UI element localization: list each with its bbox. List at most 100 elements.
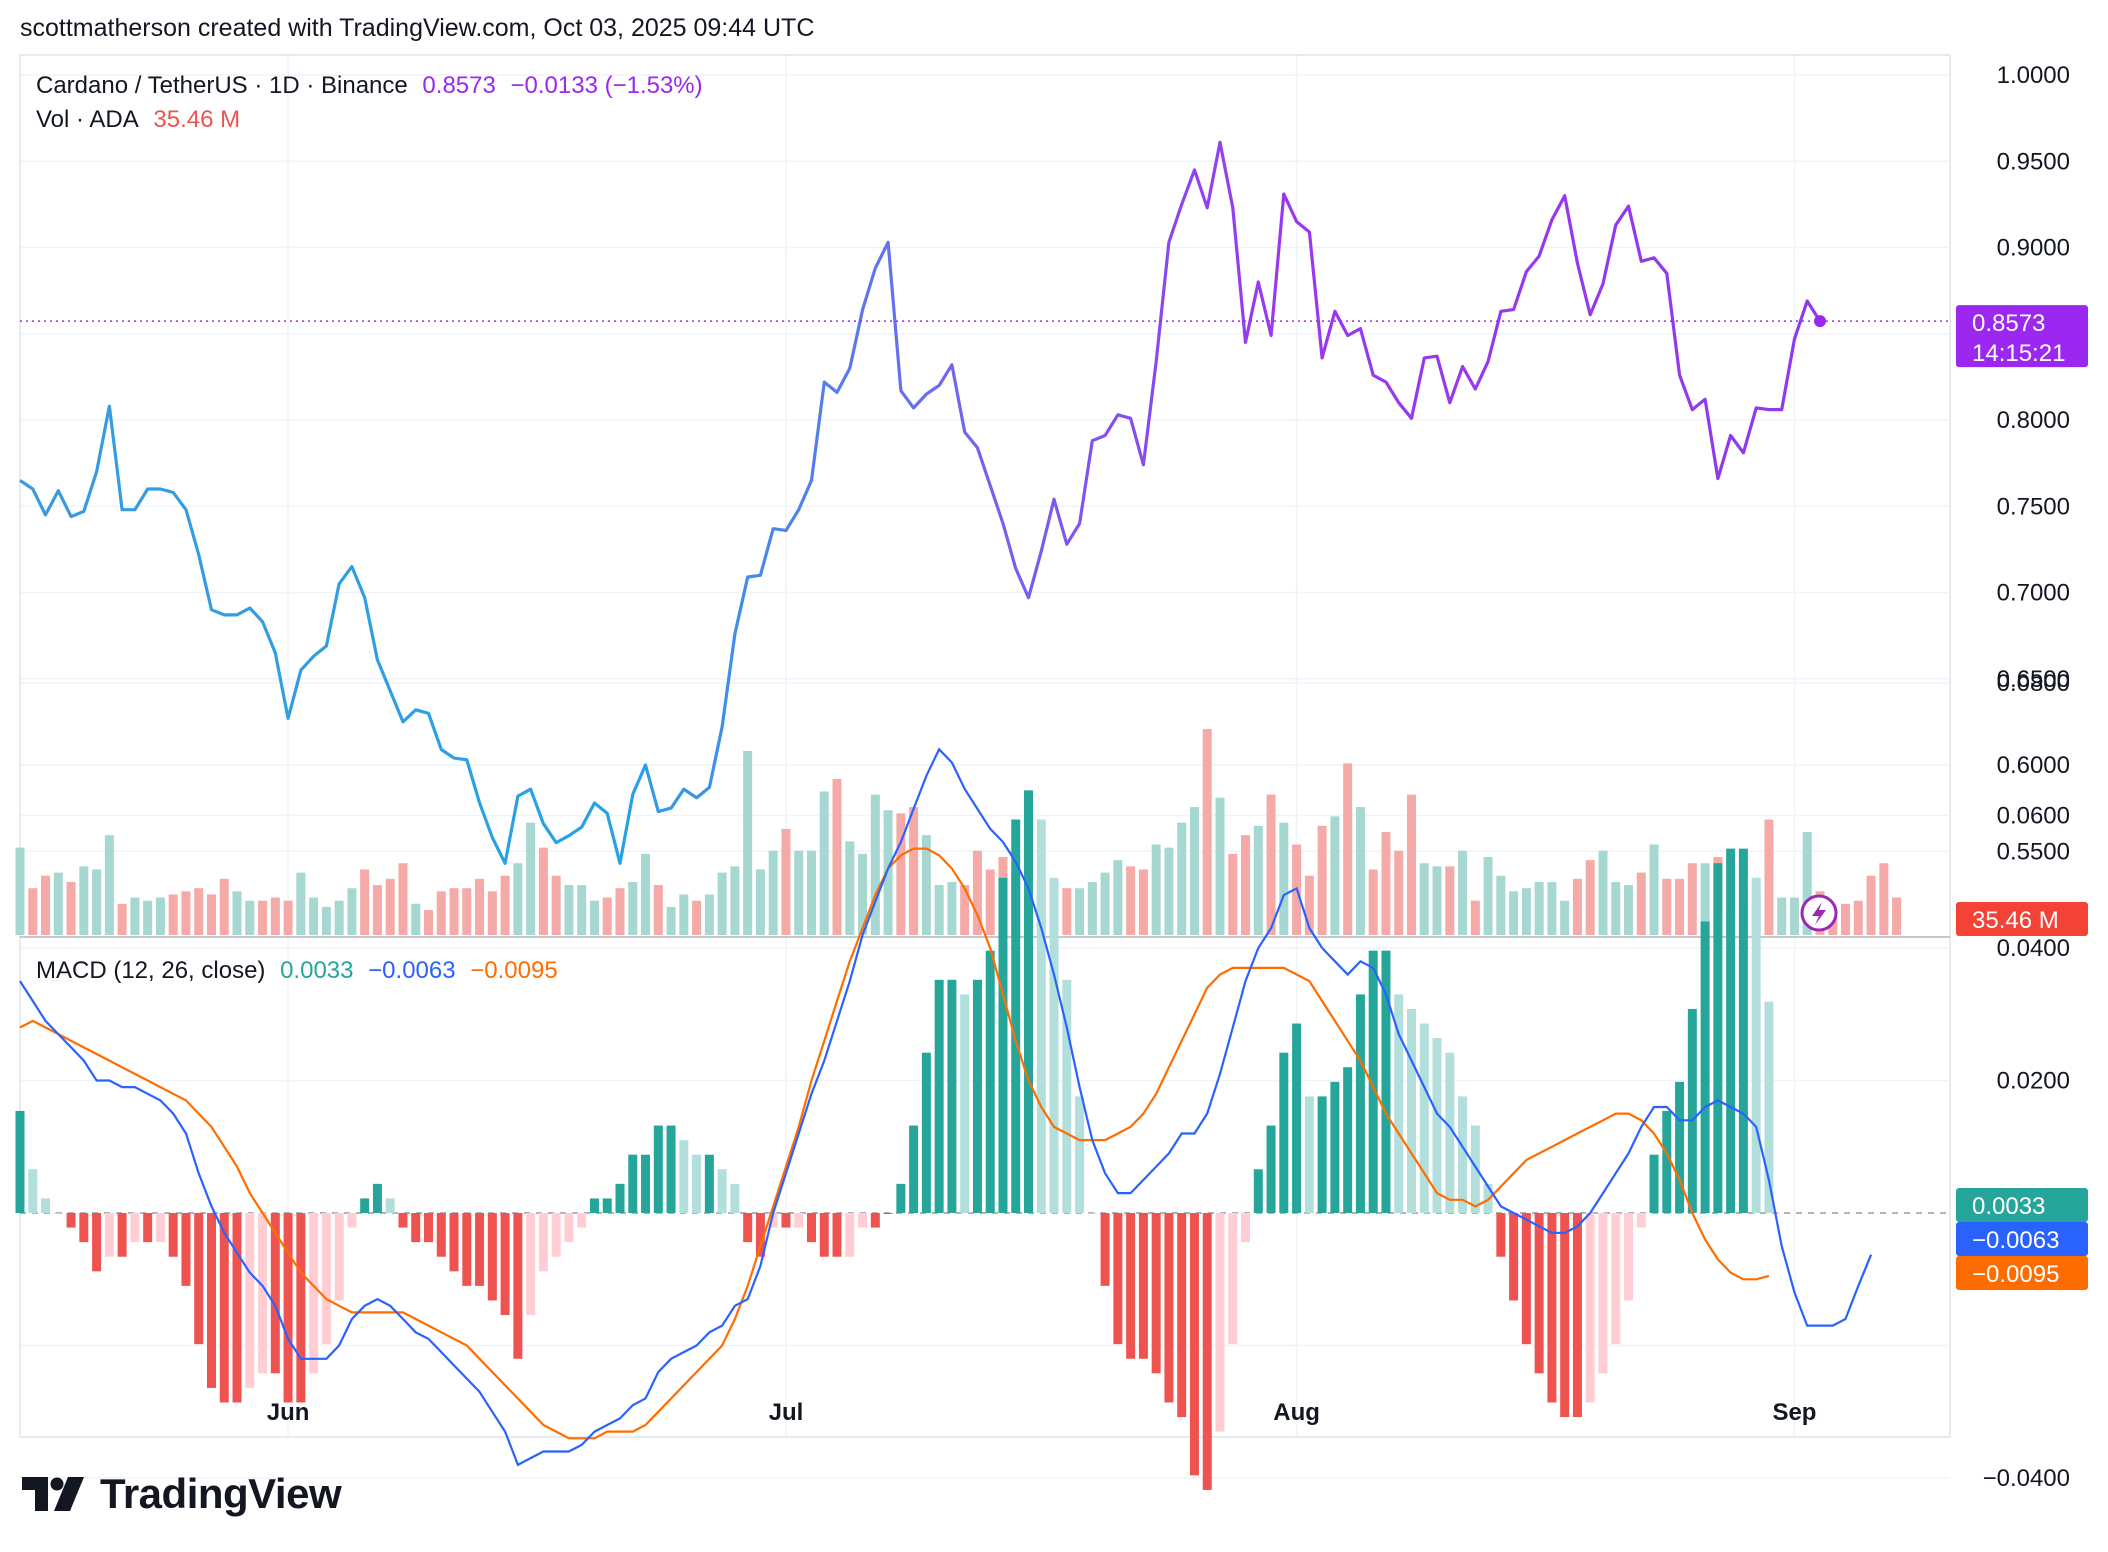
volume-bar bbox=[704, 894, 714, 935]
volume-bar bbox=[206, 894, 216, 935]
symbol-label[interactable]: Cardano / TetherUS · 1D · Binance bbox=[36, 72, 408, 99]
volume-bar bbox=[564, 885, 574, 935]
macd-hist-bar bbox=[321, 1213, 331, 1345]
macd-hist-bar bbox=[398, 1213, 408, 1228]
volume-bar bbox=[181, 891, 191, 935]
macd-hist-bar bbox=[296, 1213, 306, 1403]
volume-bar bbox=[245, 900, 255, 935]
macd-hist-bar bbox=[1445, 1052, 1455, 1213]
macd-hist-bar bbox=[704, 1154, 714, 1213]
volume-bar bbox=[1483, 857, 1493, 935]
tradingview-logo[interactable]: TradingView bbox=[22, 1470, 342, 1518]
volume-bar bbox=[985, 869, 995, 935]
volume-bar bbox=[1279, 822, 1289, 935]
macd-hist-bar bbox=[589, 1198, 599, 1213]
macd-hist-bar bbox=[1432, 1038, 1442, 1213]
price-axis[interactable]: 1.00000.95000.90000.85000.80000.75000.70… bbox=[1997, 62, 2070, 865]
volume-bar bbox=[1189, 807, 1199, 935]
macd-tag bbox=[1956, 1222, 2088, 1256]
volume-bar bbox=[513, 863, 523, 935]
macd-tag-text: −0.0063 bbox=[1972, 1227, 2059, 1254]
volume-bar bbox=[424, 910, 434, 935]
macd-hist-bar bbox=[972, 979, 982, 1213]
macd-hist-bar bbox=[28, 1169, 38, 1213]
last-price-dot bbox=[1814, 315, 1826, 328]
signal-line bbox=[19, 847, 1770, 1440]
volume-bar bbox=[270, 897, 280, 935]
macd-label[interactable]: MACD (12, 26, close) bbox=[36, 957, 266, 984]
volume-bar bbox=[1304, 875, 1314, 935]
volume-bar bbox=[1687, 863, 1697, 935]
macd-hist-bar bbox=[143, 1213, 153, 1243]
macd-hist-bar bbox=[1470, 1125, 1480, 1213]
volume-bar bbox=[1419, 863, 1429, 935]
macd-hist-bar bbox=[998, 877, 1008, 1213]
volume-bar bbox=[117, 903, 127, 935]
macd-hist-bar bbox=[985, 950, 995, 1213]
volume-bar bbox=[1215, 797, 1225, 935]
volume-bar bbox=[41, 875, 51, 935]
volume-bar bbox=[1892, 897, 1902, 935]
volume-bar bbox=[1432, 866, 1442, 935]
volume-bar bbox=[487, 891, 497, 935]
macd-hist-bar bbox=[641, 1154, 651, 1213]
macd-hist-bar bbox=[168, 1213, 178, 1257]
lightning-icon[interactable] bbox=[1800, 894, 1838, 932]
macd-hist-bar bbox=[411, 1213, 421, 1243]
volume-bar bbox=[628, 881, 638, 935]
volume-bar bbox=[934, 885, 944, 935]
macd-hist-bar bbox=[1726, 848, 1736, 1213]
macd-hist-bar bbox=[1355, 994, 1365, 1213]
volume-bar bbox=[1177, 822, 1187, 935]
macd-hist-bar bbox=[1368, 950, 1378, 1213]
macd-hist-bar bbox=[1675, 1081, 1685, 1213]
volume-bar bbox=[1138, 869, 1148, 935]
volume-bar bbox=[1406, 794, 1416, 935]
macd-hist-bar bbox=[513, 1213, 523, 1359]
macd-hist-bar bbox=[1636, 1213, 1646, 1228]
volume-bar bbox=[1317, 825, 1327, 935]
volume-bar bbox=[1330, 816, 1340, 935]
macd-axis[interactable]: 0.0800 0.0600 0.0400 0.0200 −0.0400 bbox=[1983, 670, 2070, 1492]
volume-bar bbox=[296, 872, 306, 935]
volume-label[interactable]: Vol · ADA bbox=[36, 106, 139, 133]
volume-bar bbox=[921, 835, 931, 935]
volume-bar bbox=[1445, 866, 1455, 935]
macd-hist-bar bbox=[1764, 1001, 1774, 1213]
volume-bar bbox=[896, 813, 906, 935]
macd-hist-bar bbox=[794, 1213, 804, 1228]
volume-bar bbox=[1164, 847, 1174, 935]
macd-hist-bar bbox=[717, 1169, 727, 1213]
macd-hist-bar bbox=[66, 1213, 76, 1228]
volume-bar bbox=[321, 906, 331, 935]
volume-bar bbox=[1572, 878, 1582, 935]
macd-hist-bar bbox=[1279, 1052, 1289, 1213]
macd-hist-bar bbox=[1521, 1213, 1531, 1345]
macd-histogram bbox=[15, 790, 1774, 1490]
volume-bar bbox=[538, 847, 548, 935]
macd-hist-bar bbox=[526, 1213, 536, 1316]
volume-bar bbox=[666, 906, 676, 935]
time-axis[interactable]: JunJulAugSepOct bbox=[267, 1399, 2108, 1426]
macd-tick-label: 0.0200 bbox=[1997, 1068, 2070, 1095]
macd-hist-bar bbox=[1419, 1023, 1429, 1213]
price-tick-label: 0.8000 bbox=[1997, 407, 2070, 434]
volume-bar bbox=[258, 900, 268, 935]
macd-hist-bar bbox=[666, 1125, 676, 1213]
volume-bar bbox=[832, 779, 842, 935]
macd-hist-bar bbox=[858, 1213, 868, 1228]
volume-value: 35.46 M bbox=[153, 106, 241, 133]
macd-hist-bar bbox=[1572, 1213, 1582, 1418]
macd-hist-value: 0.0033 bbox=[280, 957, 354, 984]
volume-bar bbox=[870, 794, 880, 935]
volume-bar bbox=[1675, 878, 1685, 935]
volume-bar bbox=[194, 888, 204, 935]
macd-hist-bar bbox=[219, 1213, 229, 1403]
volume-bar bbox=[1521, 888, 1531, 935]
volume-bar bbox=[1343, 763, 1353, 935]
volume-bar bbox=[500, 875, 510, 935]
volume-bar bbox=[717, 872, 727, 935]
volume-bar bbox=[1100, 872, 1110, 935]
volume-bar bbox=[1113, 860, 1123, 935]
